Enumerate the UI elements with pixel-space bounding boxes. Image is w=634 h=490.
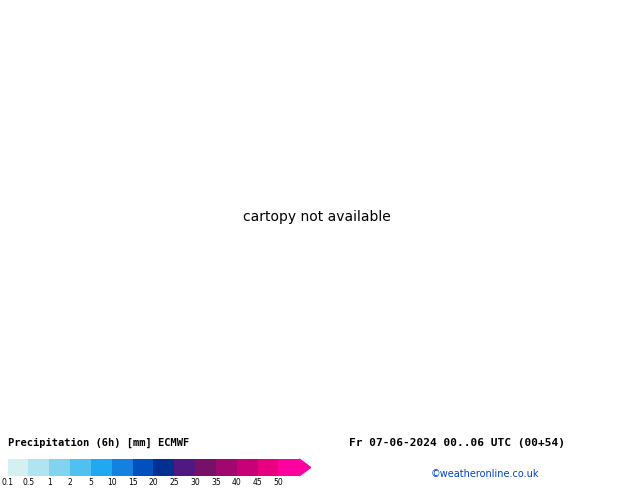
Text: 5: 5: [89, 478, 93, 487]
Text: 2: 2: [68, 478, 72, 487]
Text: 45: 45: [253, 478, 262, 487]
Bar: [153, 459, 174, 476]
Text: 15: 15: [128, 478, 138, 487]
Bar: [216, 459, 236, 476]
Text: 40: 40: [232, 478, 242, 487]
Bar: [70, 459, 91, 476]
Text: 25: 25: [169, 478, 179, 487]
Text: ©weatheronline.co.uk: ©weatheronline.co.uk: [431, 468, 540, 479]
Text: 1: 1: [47, 478, 51, 487]
Polygon shape: [299, 459, 311, 476]
Bar: [91, 459, 112, 476]
Text: cartopy not available: cartopy not available: [243, 210, 391, 224]
Bar: [236, 459, 257, 476]
Text: 30: 30: [190, 478, 200, 487]
Bar: [49, 459, 70, 476]
Text: 0.5: 0.5: [22, 478, 34, 487]
Text: 35: 35: [211, 478, 221, 487]
Text: Precipitation (6h) [mm] ECMWF: Precipitation (6h) [mm] ECMWF: [8, 438, 189, 448]
Bar: [112, 459, 133, 476]
Text: 50: 50: [273, 478, 283, 487]
Text: Fr 07-06-2024 00..06 UTC (00+54): Fr 07-06-2024 00..06 UTC (00+54): [349, 438, 565, 448]
Bar: [278, 459, 299, 476]
Text: 0.1: 0.1: [2, 478, 13, 487]
Bar: [257, 459, 278, 476]
Bar: [8, 459, 29, 476]
Bar: [174, 459, 195, 476]
Bar: [29, 459, 49, 476]
Text: 20: 20: [148, 478, 158, 487]
Text: 10: 10: [107, 478, 117, 487]
Bar: [195, 459, 216, 476]
Bar: [133, 459, 153, 476]
